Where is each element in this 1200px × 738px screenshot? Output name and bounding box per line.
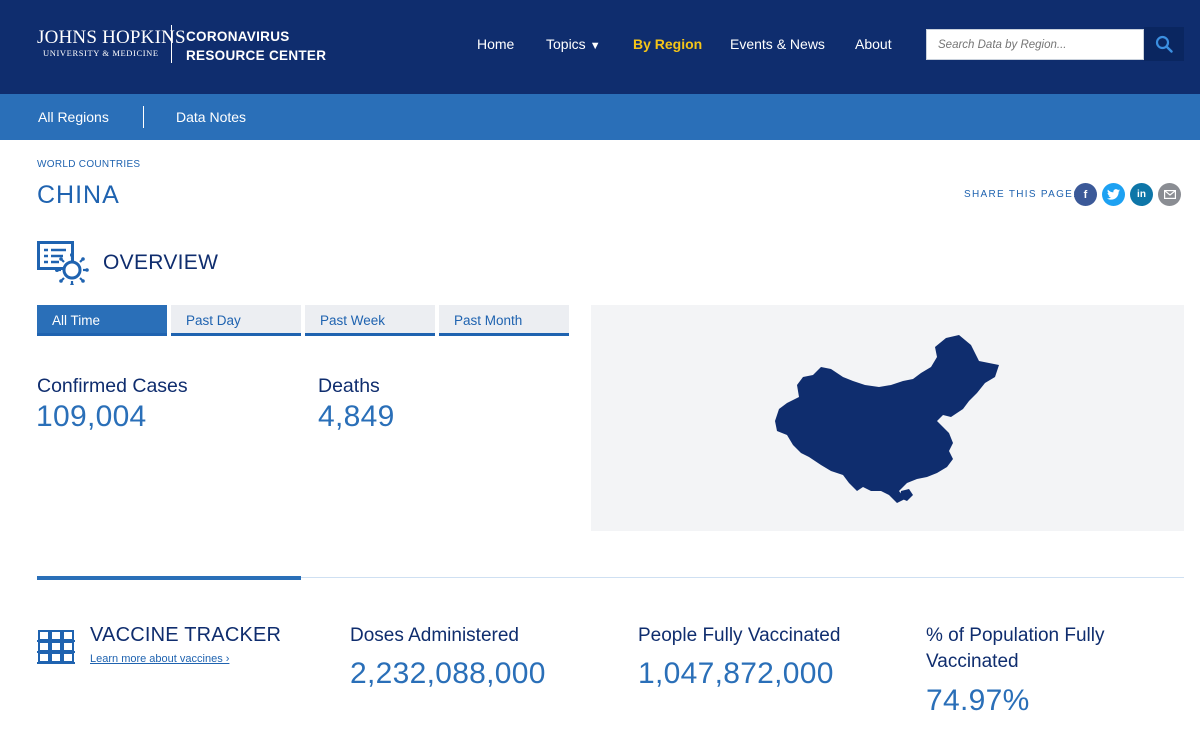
nav-events-news[interactable]: Events & News [730,36,825,52]
sub-navigation: All Regions Data Notes [0,94,1200,140]
logo-title: JOHNS HOPKINS [37,27,186,48]
jhu-logo[interactable]: JOHNS HOPKINS UNIVERSITY & MEDICINE [37,27,186,59]
site-title[interactable]: CORONAVIRUS RESOURCE CENTER [186,27,326,65]
vaccine-tracker-title: VACCINE TRACKER [90,624,282,646]
doses-administered-label: Doses Administered [350,625,519,646]
section-divider [37,577,1184,578]
email-icon[interactable] [1158,183,1181,206]
linkedin-icon[interactable]: in [1130,183,1153,206]
overview-icon [37,241,89,290]
china-map-shape [775,335,999,503]
nav-topics-label: Topics [546,36,586,52]
subnav-data-notes[interactable]: Data Notes [176,109,247,125]
population-vaccinated-value: 74.97% [926,684,1030,717]
facebook-icon[interactable]: f [1074,183,1097,206]
confirmed-cases-label: Confirmed Cases [37,375,188,397]
nav-home[interactable]: Home [477,36,515,52]
search-input[interactable] [927,30,1143,59]
tab-past-week[interactable]: Past Week [305,305,435,336]
tab-past-day[interactable]: Past Day [171,305,301,336]
doses-administered-value: 2,232,088,000 [350,657,546,690]
confirmed-cases-value: 109,004 [36,400,147,433]
subnav-divider [143,106,144,128]
nav-topics[interactable]: Topics ▼ [546,36,601,54]
site-title-line1: CORONAVIRUS [186,29,290,44]
nav-by-region[interactable]: By Region [633,36,703,52]
caret-down-icon: ▼ [589,40,601,52]
tab-all-time[interactable]: All Time [37,305,167,336]
page-title: CHINA [37,181,120,209]
share-label: SHARE THIS PAGE: [964,189,1078,200]
search-icon [1155,35,1173,53]
subnav-all-regions[interactable]: All Regions [38,109,109,125]
logo-divider [171,25,172,63]
tab-past-month[interactable]: Past Month [439,305,569,336]
section-divider-accent [37,576,301,580]
overview-title: OVERVIEW [103,251,219,274]
country-map[interactable] [591,305,1184,531]
population-vaccinated-label: % of Population Fully Vaccinated [926,625,1105,672]
logo-subtitle: UNIVERSITY & MEDICINE [43,48,159,58]
search-button[interactable] [1144,27,1184,61]
deaths-value: 4,849 [318,400,395,433]
nav-about[interactable]: About [855,36,892,52]
search-box [926,29,1144,60]
site-header: JOHNS HOPKINS UNIVERSITY & MEDICINE CORO… [0,0,1200,94]
site-title-line2: RESOURCE CENTER [186,48,327,63]
people-fully-vaccinated-value: 1,047,872,000 [638,657,834,690]
deaths-label: Deaths [318,375,380,397]
breadcrumb[interactable]: WORLD COUNTRIES [37,159,141,170]
learn-more-vaccines-link[interactable]: Learn more about vaccines › [90,653,230,665]
twitter-icon[interactable] [1102,183,1125,206]
people-fully-vaccinated-label: People Fully Vaccinated [638,625,841,646]
vaccine-icon [37,629,75,670]
